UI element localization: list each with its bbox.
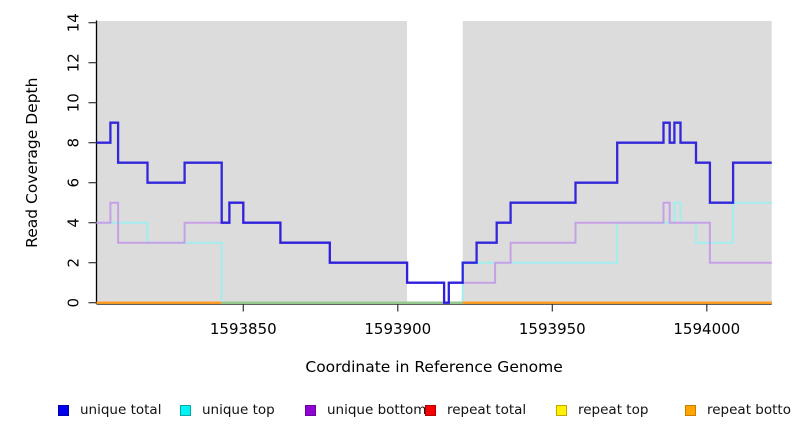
- legend-swatch-unique-top-icon: [180, 404, 191, 416]
- legend-label: repeat total: [447, 402, 527, 418]
- legend-swatch-unique-total-icon: [58, 404, 69, 416]
- x-axis-title: Coordinate in Reference Genome: [305, 358, 562, 376]
- legend-item-repeat-top: repeat top: [556, 401, 648, 419]
- series-line-unique-total: [96, 121, 772, 304]
- x-tick-label: 1593850: [210, 320, 277, 338]
- y-axis-title: Read Coverage Depth: [23, 78, 41, 248]
- legend-label: repeat top: [578, 402, 649, 418]
- legend-swatch-repeat-top-icon: [556, 404, 567, 416]
- legend-item-repeat-total: repeat total: [425, 401, 526, 419]
- y-tick-label: 10: [65, 93, 83, 112]
- legend-label: unique bottom: [327, 402, 427, 418]
- y-tick-label: 12: [65, 53, 83, 72]
- legend-label: unique total: [80, 402, 162, 418]
- legend-item-unique-top: unique top: [180, 401, 275, 419]
- y-tick-label: 4: [65, 218, 83, 228]
- y-tick-label: 6: [65, 178, 83, 188]
- legend-swatch-repeat-total-icon: [425, 404, 436, 416]
- y-tick-label: 8: [65, 138, 83, 148]
- y-tick-label: 14: [65, 13, 83, 32]
- legend-item-repeat-bottom: repeat bottom: [685, 401, 792, 419]
- y-tick-label: 0: [65, 298, 83, 308]
- legend-label: repeat bottom: [707, 402, 792, 418]
- y-tick-label: 2: [65, 258, 83, 268]
- x-tick-label: 1594000: [673, 320, 740, 338]
- coverage-plot: 0 2 4 6 8 10 12 14 1593850 1593900 1593950 1594000 C…: [23, 13, 772, 376]
- legend-item-unique-bottom: unique bottom: [305, 401, 426, 419]
- legend-label: unique top: [202, 402, 275, 418]
- legend-swatch-repeat-bottom-icon: [685, 404, 696, 416]
- legend-item-unique-total: unique total: [58, 401, 161, 419]
- x-tick-label: 1593950: [519, 320, 586, 338]
- x-tick-label: 1593900: [364, 320, 431, 338]
- legend: unique total unique top unique bottom repea…: [0, 401, 792, 423]
- legend-swatch-unique-bottom-icon: [305, 404, 316, 416]
